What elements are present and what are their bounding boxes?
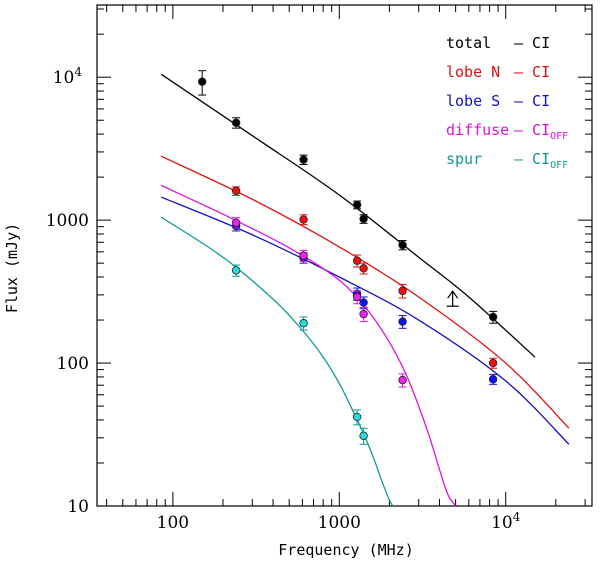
marker <box>488 358 498 368</box>
fit-curve-spur <box>160 216 394 507</box>
legend: total – CI lobe N – CI lobe S – CI diffuse – CI… <box>446 34 568 171</box>
marker <box>299 215 308 224</box>
marker <box>398 317 407 326</box>
y-tick-label-exponent: 4 <box>74 65 82 79</box>
marker <box>231 186 241 196</box>
legend-fit-diffuse: – CIOFF <box>514 121 568 142</box>
annotations <box>446 290 459 307</box>
legend-fit-spur: – CIOFF <box>514 150 568 171</box>
axes: 100 1000 104 10 100 1000 104 <box>46 4 593 533</box>
data-point-total <box>352 200 362 210</box>
data-point-total <box>398 240 407 251</box>
y-tick-label: 10 <box>67 497 89 517</box>
marker <box>359 214 368 224</box>
marker <box>359 298 368 307</box>
legend-label-lobe-S: lobe S <box>446 92 500 110</box>
marker <box>231 266 241 275</box>
data-point-lobe-N <box>488 357 498 369</box>
marker <box>398 240 407 250</box>
data-point-spur <box>352 409 362 426</box>
marker <box>398 286 407 296</box>
marker <box>299 155 308 164</box>
data-point-lobe-N <box>398 283 407 299</box>
marker <box>299 251 308 260</box>
marker <box>488 312 498 322</box>
x-tick-label: 1000 <box>318 513 361 533</box>
legend-subscript: OFF <box>550 160 568 171</box>
marker <box>359 309 368 319</box>
marker <box>231 218 241 227</box>
data-point-diffuse <box>299 249 308 262</box>
data-point-lobe-N <box>359 262 368 275</box>
data-point-lobe-N <box>231 186 241 196</box>
data-point-diffuse <box>398 373 407 388</box>
marker <box>359 264 368 273</box>
data-point-diffuse <box>359 306 368 323</box>
x-tick-label-exponent: 4 <box>513 510 521 524</box>
data-points <box>197 70 498 445</box>
data-point-diffuse <box>231 217 241 229</box>
legend-fit-lobe-S: – CI <box>514 92 550 110</box>
data-point-total <box>197 70 207 96</box>
data-point-spur <box>359 427 368 445</box>
x-tick-label: 100 <box>157 513 189 533</box>
data-point-total <box>231 117 241 129</box>
legend-fit-total: – CI <box>514 34 550 52</box>
legend-fit-lobe-N: – CI <box>514 63 550 81</box>
marker <box>352 200 362 210</box>
y-axis-label: Flux (mJy) <box>3 223 21 313</box>
data-point-lobe-S <box>398 315 407 329</box>
y-tick-label: 1000 <box>46 211 89 231</box>
legend-label-total: total <box>446 34 491 52</box>
legend-label-diffuse: diffuse <box>446 121 509 139</box>
data-point-lobe-N <box>352 254 362 268</box>
fit-curves <box>160 73 570 507</box>
legend-label-lobe-N: lobe N <box>446 63 500 81</box>
data-point-diffuse <box>352 290 362 305</box>
fit-curve-diffuse <box>160 184 457 507</box>
fit-curve-lobe-N <box>160 155 570 429</box>
data-point-total <box>359 214 368 224</box>
marker <box>352 292 362 302</box>
data-point-total <box>299 154 308 166</box>
x-tick-label: 104 <box>491 510 521 533</box>
marker <box>359 431 368 440</box>
marker <box>398 375 407 385</box>
data-point-lobe-N <box>299 214 308 226</box>
marker <box>299 319 308 328</box>
marker <box>197 77 207 86</box>
y-tick-label: 100 <box>57 354 89 374</box>
data-point-spur <box>299 316 308 331</box>
y-tick-label: 104 <box>53 65 83 88</box>
legend-subscript: OFF <box>550 131 568 142</box>
fit-curve-total <box>160 73 536 358</box>
marker <box>352 256 362 265</box>
x-axis-label: Frequency (MHz) <box>278 541 413 559</box>
data-point-spur <box>231 264 241 277</box>
data-point-lobe-S <box>488 374 498 385</box>
data-point-lobe-S <box>359 296 368 310</box>
plot-frame <box>96 4 593 507</box>
data-point-total <box>488 310 498 324</box>
legend-label-spur: spur <box>446 150 482 168</box>
marker <box>488 375 498 384</box>
limit-arrow-head <box>447 290 459 299</box>
marker <box>352 412 362 422</box>
marker <box>231 118 241 127</box>
fit-curve-lobe-S <box>160 196 570 445</box>
